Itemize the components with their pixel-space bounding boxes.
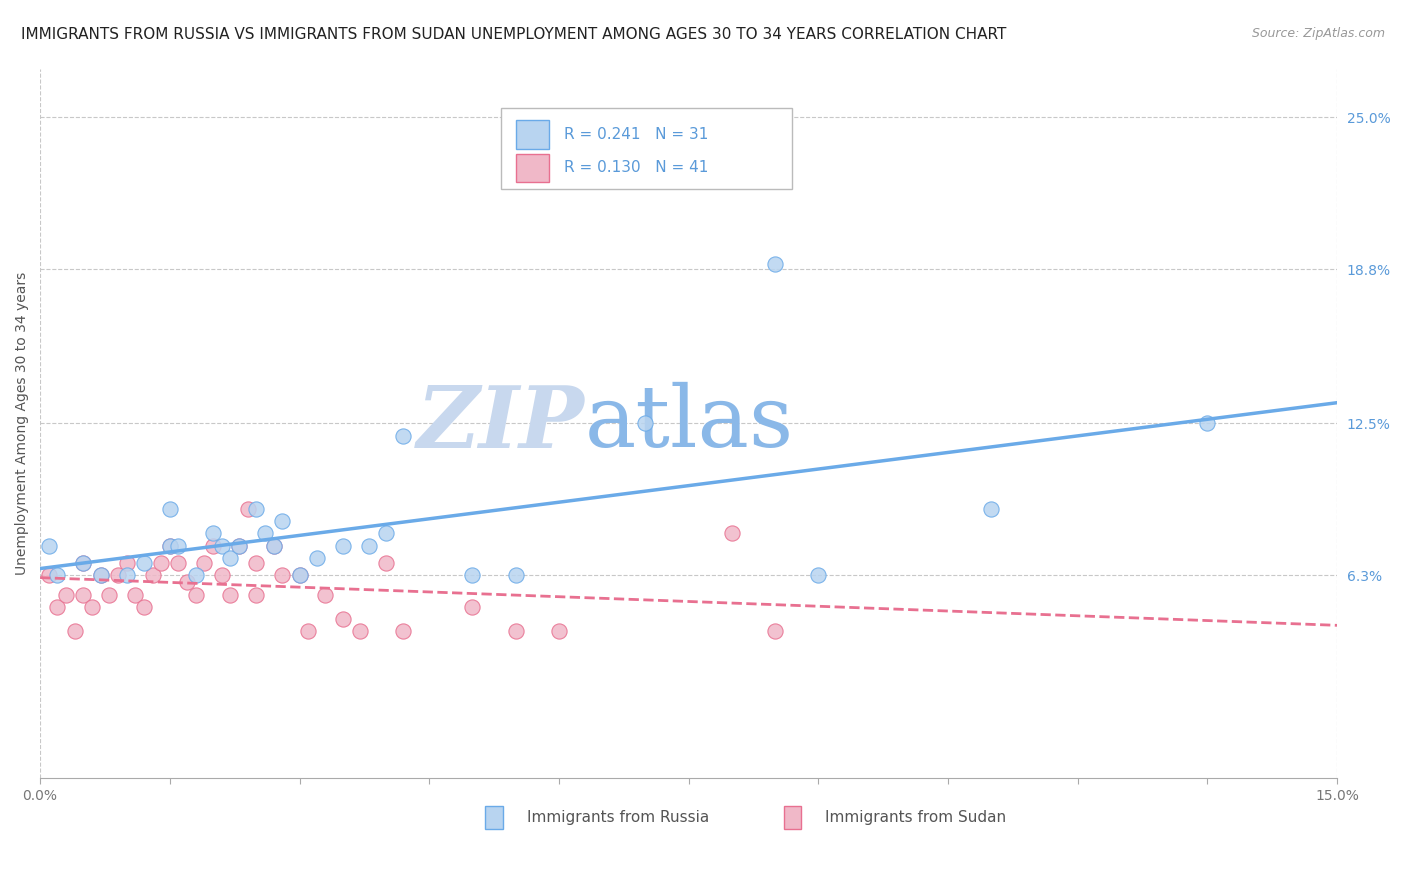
Text: Source: ZipAtlas.com: Source: ZipAtlas.com: [1251, 27, 1385, 40]
FancyBboxPatch shape: [501, 108, 793, 189]
Point: [245, 502, 267, 516]
Point: [763, 624, 786, 639]
Point: [141, 568, 163, 582]
Point: [392, 428, 415, 442]
Point: [263, 539, 285, 553]
Point: [107, 568, 129, 582]
Point: [98, 588, 121, 602]
Point: [375, 556, 398, 570]
Point: [288, 568, 311, 582]
Point: [219, 551, 242, 566]
Point: [763, 257, 786, 271]
Point: [46, 568, 69, 582]
Text: Immigrants from Russia: Immigrants from Russia: [526, 810, 709, 825]
Point: [505, 568, 527, 582]
Point: [219, 588, 242, 602]
Point: [90, 568, 112, 582]
Point: [159, 539, 181, 553]
Point: [461, 599, 484, 614]
Point: [38, 568, 60, 582]
Point: [184, 568, 207, 582]
Text: Immigrants from Sudan: Immigrants from Sudan: [825, 810, 1005, 825]
Text: R = 0.130   N = 41: R = 0.130 N = 41: [564, 161, 709, 176]
Text: R = 0.241   N = 31: R = 0.241 N = 31: [564, 127, 709, 142]
Point: [132, 556, 155, 570]
Point: [159, 539, 181, 553]
FancyBboxPatch shape: [516, 120, 548, 149]
Point: [721, 526, 744, 541]
Point: [228, 539, 250, 553]
Text: ZIP: ZIP: [418, 382, 585, 465]
FancyBboxPatch shape: [516, 153, 548, 182]
Point: [375, 526, 398, 541]
Point: [305, 551, 328, 566]
Point: [332, 539, 354, 553]
Point: [263, 539, 285, 553]
Point: [807, 568, 830, 582]
Point: [150, 556, 173, 570]
Point: [132, 599, 155, 614]
Point: [202, 539, 225, 553]
Point: [461, 568, 484, 582]
Point: [634, 417, 657, 431]
Point: [505, 624, 527, 639]
Text: atlas: atlas: [585, 382, 794, 465]
Point: [236, 502, 259, 516]
Point: [288, 568, 311, 582]
Point: [271, 568, 294, 582]
Point: [184, 588, 207, 602]
Point: [72, 556, 94, 570]
Point: [167, 539, 190, 553]
Point: [115, 568, 138, 582]
Point: [211, 568, 233, 582]
Point: [72, 588, 94, 602]
Point: [349, 624, 371, 639]
Point: [115, 556, 138, 570]
Point: [314, 588, 336, 602]
Point: [297, 624, 319, 639]
Point: [357, 539, 380, 553]
Point: [245, 556, 267, 570]
Point: [124, 588, 146, 602]
Point: [72, 556, 94, 570]
Point: [46, 599, 69, 614]
Point: [548, 624, 571, 639]
Point: [332, 612, 354, 626]
Point: [253, 526, 276, 541]
Point: [228, 539, 250, 553]
Point: [980, 502, 1002, 516]
Point: [63, 624, 86, 639]
Point: [38, 539, 60, 553]
Point: [55, 588, 77, 602]
Point: [90, 568, 112, 582]
Point: [392, 624, 415, 639]
Point: [159, 502, 181, 516]
Point: [1197, 417, 1219, 431]
Point: [167, 556, 190, 570]
Point: [211, 539, 233, 553]
Text: IMMIGRANTS FROM RUSSIA VS IMMIGRANTS FROM SUDAN UNEMPLOYMENT AMONG AGES 30 TO 34: IMMIGRANTS FROM RUSSIA VS IMMIGRANTS FRO…: [21, 27, 1007, 42]
Point: [202, 526, 225, 541]
Point: [80, 599, 103, 614]
Point: [193, 556, 215, 570]
Y-axis label: Unemployment Among Ages 30 to 34 years: Unemployment Among Ages 30 to 34 years: [15, 272, 30, 575]
Point: [271, 514, 294, 528]
Point: [176, 575, 198, 590]
Point: [245, 588, 267, 602]
